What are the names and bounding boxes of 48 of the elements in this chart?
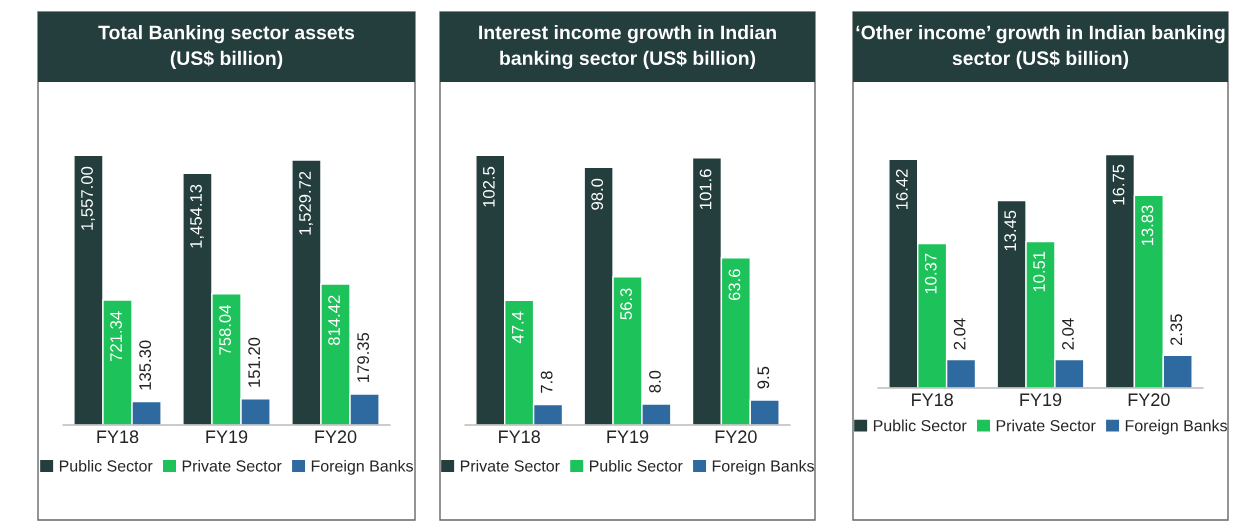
legend-label: Public Sector [873,419,967,432]
chart-title: Total Banking sector assets (US$ billion) [98,25,355,69]
data-label: 16.75 [1112,164,1125,205]
data-label: 13.45 [1004,210,1017,251]
data-label: 1,529.72 [299,171,313,235]
text: Private Sector [460,459,560,472]
data-label: 10.37 [924,253,937,294]
data-label: 102.5 [482,166,495,207]
data-label: 1,557.00 [81,166,95,230]
data-label: 101.6 [699,169,712,209]
x-tick-label: FY20 [715,430,757,444]
data-label: 179.35 [357,332,370,382]
data-label: 721.34 [110,311,122,361]
x-tick-label: FY18 [912,393,953,407]
data-label: 13.83 [1141,205,1154,246]
x-tick-label: FY20 [315,430,357,444]
legend-label: Public Sector [59,459,153,472]
legend-label: Foreign Banks [311,459,413,475]
legend-label: Foreign Banks [712,459,814,475]
data-label: 2.04 [1062,318,1074,350]
data-label: 1,454.13 [190,184,204,248]
data-label: 758.04 [219,305,231,355]
x-tick-label: FY18 [499,430,540,444]
data-label: 2.35 [1170,314,1183,346]
data-label: 56.3 [620,288,632,320]
chart-title: Interest income growth in Indian banking sector (US$ billion) [479,25,776,69]
data-label: 16.42 [895,169,908,210]
data-label: 10.51 [1033,251,1045,292]
legend-label: Foreign Banks [1125,419,1227,435]
data-label: 98.0 [591,178,604,210]
x-tick-label: FY19 [607,430,649,444]
legend-label: Private Sector [996,419,1096,432]
data-label: 2.04 [953,318,966,350]
data-label: 47.4 [512,311,524,344]
legend-label: Private Sector [182,459,282,472]
x-tick-label: FY20 [1128,393,1170,407]
data-label: 151.20 [248,337,261,387]
x-tick-label: FY19 [1020,393,1062,407]
x-tick-label: FY18 [97,430,139,444]
chart-title: ‘Other income’ growth in Indian banking sector (US$ billion) [856,25,1225,69]
data-label: 135.30 [139,340,152,390]
data-label: 814.42 [328,295,340,346]
legend-label: Public Sector [590,459,683,472]
data-label: 63.6 [728,269,741,301]
data-label: 9.5 [757,366,770,389]
data-label: 8.0 [649,370,661,393]
x-tick-label: FY19 [206,430,248,444]
data-label: 7.8 [540,371,553,393]
